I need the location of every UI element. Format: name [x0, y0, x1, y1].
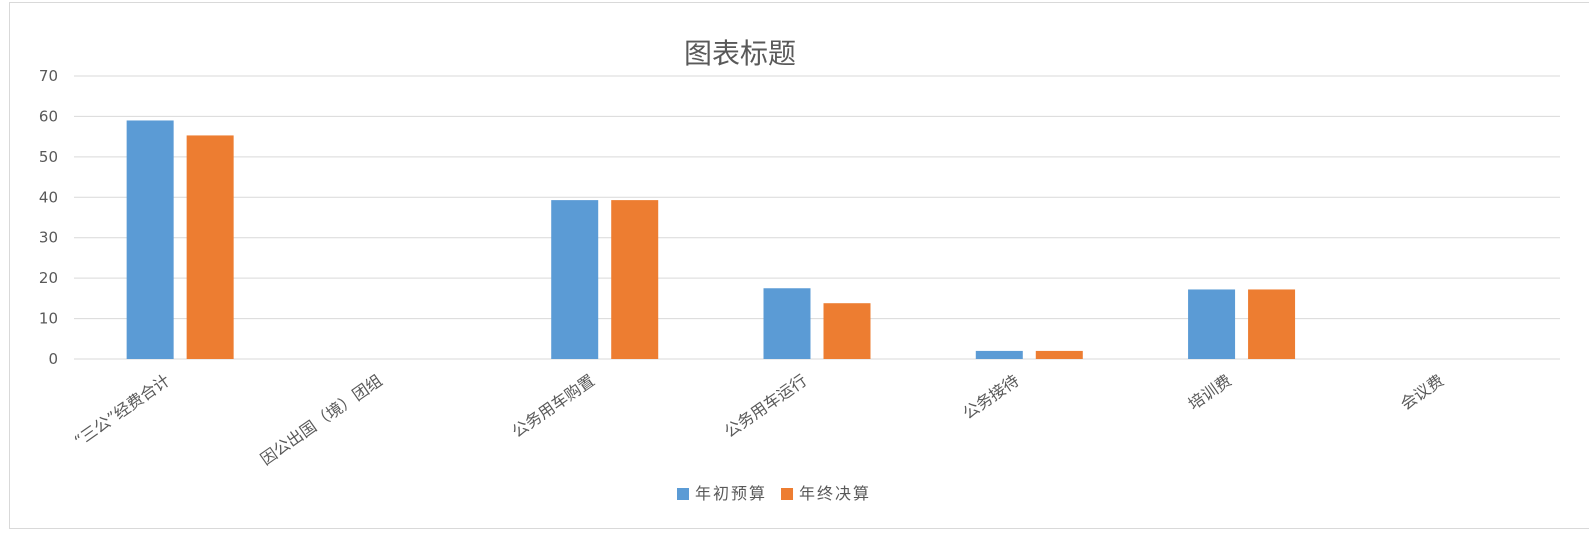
y-tick-label: 60: [39, 107, 58, 125]
y-tick-label: 70: [39, 67, 58, 85]
bar-chart: 图表标题 0 10 20 30 40 50 60 70 “三公”经费合计 因公出国（境）团组 公务…: [39, 37, 1560, 503]
y-tick-label: 20: [39, 269, 58, 287]
y-tick-label: 10: [39, 310, 58, 328]
bar-budget-0: [126, 120, 174, 359]
x-category-label: 因公出国（境）团组: [257, 371, 386, 469]
x-axis-labels: “三公”经费合计 因公出国（境）团组 公务用车购置 公务用车运行 公务接待 培训费 会议费: [70, 371, 1447, 469]
x-category-label: 会议费: [1397, 371, 1447, 414]
bar-budget-3: [763, 288, 811, 359]
x-category-label: 培训费: [1185, 371, 1235, 414]
legend-swatch: [781, 488, 794, 500]
y-tick-label: 0: [48, 350, 58, 368]
chart-frame: 图表标题 0 10 20 30 40 50 60 70 “三公”经费合计 因公出国（境）团组 公务…: [9, 2, 1589, 529]
legend: 年初预算 年终决算: [677, 484, 871, 503]
legend-label: 年初预算: [695, 484, 767, 503]
x-category-label: 公务用车运行: [721, 371, 811, 442]
bar-final-5: [1248, 289, 1296, 359]
chart-title: 图表标题: [684, 37, 796, 70]
bar-budget-4: [975, 350, 1023, 359]
x-category-label: “三公”经费合计: [70, 371, 173, 451]
bar-final-3: [823, 303, 871, 359]
gridlines: [74, 75, 1560, 360]
y-tick-label: 40: [39, 188, 58, 206]
y-axis-ticks: 0 10 20 30 40 50 60 70: [39, 67, 58, 368]
bars: [126, 120, 1296, 359]
x-category-label: 公务用车购置: [508, 371, 598, 442]
bar-budget-5: [1188, 289, 1236, 359]
bar-budget-2: [551, 200, 599, 359]
bar-final-0: [186, 135, 234, 359]
x-category-label: 公务接待: [959, 371, 1022, 423]
legend-label: 年终决算: [799, 484, 871, 503]
y-tick-label: 30: [39, 229, 58, 247]
bar-final-4: [1035, 350, 1083, 359]
legend-swatch: [677, 488, 689, 500]
bar-final-2: [611, 200, 659, 359]
y-tick-label: 50: [39, 148, 58, 166]
